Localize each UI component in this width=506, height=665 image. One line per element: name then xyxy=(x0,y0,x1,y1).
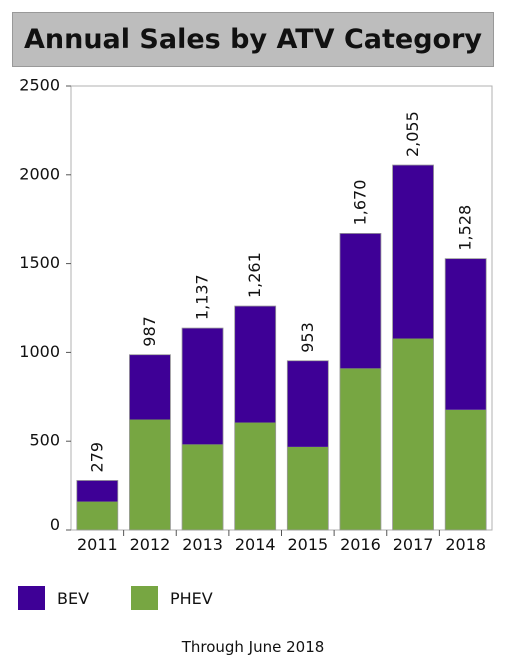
x-tick-label: 2014 xyxy=(235,535,276,554)
bar-phev-2017 xyxy=(392,338,434,530)
x-tick-label: 2018 xyxy=(445,535,486,554)
y-tick-label: 1000 xyxy=(19,342,60,361)
y-tick-label: 2000 xyxy=(19,164,60,183)
bar-phev-2013 xyxy=(182,444,224,530)
legend-item-bev: BEV xyxy=(18,586,89,610)
bar-outline-2017 xyxy=(392,164,434,531)
bar-total-label: 279 xyxy=(87,442,106,473)
bar-phev-2011 xyxy=(76,501,118,530)
bar-outline-2012 xyxy=(129,354,171,531)
y-tick-label: 1500 xyxy=(19,253,60,272)
y-tick-label: 2500 xyxy=(19,76,60,95)
bar-bev-2018 xyxy=(445,258,487,410)
bar-outline-2013 xyxy=(181,327,224,531)
legend-label-phev: PHEV xyxy=(170,588,213,608)
y-tick-label: 0 xyxy=(50,515,60,534)
legend-label-bev: BEV xyxy=(57,588,90,608)
x-tick-label: 2017 xyxy=(393,535,434,554)
bar-total-label: 1,137 xyxy=(193,274,212,320)
bar-outline-2018 xyxy=(444,258,487,531)
bar-outline-2016 xyxy=(339,233,382,531)
bar-bev-2014 xyxy=(234,306,276,423)
bar-phev-2018 xyxy=(445,409,487,530)
bar-outline-2014 xyxy=(234,305,277,531)
bar-bev-2011 xyxy=(76,480,118,502)
x-tick-label: 2013 xyxy=(182,535,223,554)
x-tick-label: 2011 xyxy=(77,535,118,554)
bar-bev-2013 xyxy=(182,328,224,445)
chart-title-bar: Annual Sales by ATV Category xyxy=(12,12,494,67)
chart-footnote: Through June 2018 xyxy=(181,638,325,656)
bar-bev-2012 xyxy=(129,354,171,420)
chart-title: Annual Sales by ATV Category xyxy=(23,24,483,55)
bar-bev-2016 xyxy=(339,233,381,369)
bar-bev-2015 xyxy=(287,360,329,447)
bar-phev-2014 xyxy=(234,422,276,530)
stacked-bar-chart: 0 500 1000 1500 2000 2500 279 2011 987 2012 1,137 2… xyxy=(19,76,493,554)
bar-total-label: 987 xyxy=(140,316,159,347)
legend-swatch-bev xyxy=(18,586,45,610)
bar-total-label: 953 xyxy=(298,322,317,353)
bar-outline-2015 xyxy=(286,360,329,531)
bar-phev-2016 xyxy=(339,368,381,530)
legend-swatch-phev xyxy=(131,586,158,610)
bar-bev-2017 xyxy=(392,165,434,339)
bar-outline-2011 xyxy=(76,480,119,531)
bar-phev-2015 xyxy=(287,446,329,530)
bar-total-label: 1,261 xyxy=(245,252,264,298)
bar-total-label: 1,670 xyxy=(350,180,369,226)
bar-total-label: 2,055 xyxy=(403,111,422,157)
legend-item-phev: PHEV xyxy=(131,586,213,610)
x-tick-label: 2016 xyxy=(340,535,381,554)
x-tick-label: 2015 xyxy=(287,535,328,554)
y-tick-label: 500 xyxy=(29,431,60,450)
bar-total-label: 1,528 xyxy=(456,205,475,251)
x-tick-label: 2012 xyxy=(130,535,171,554)
bar-phev-2012 xyxy=(129,419,171,530)
